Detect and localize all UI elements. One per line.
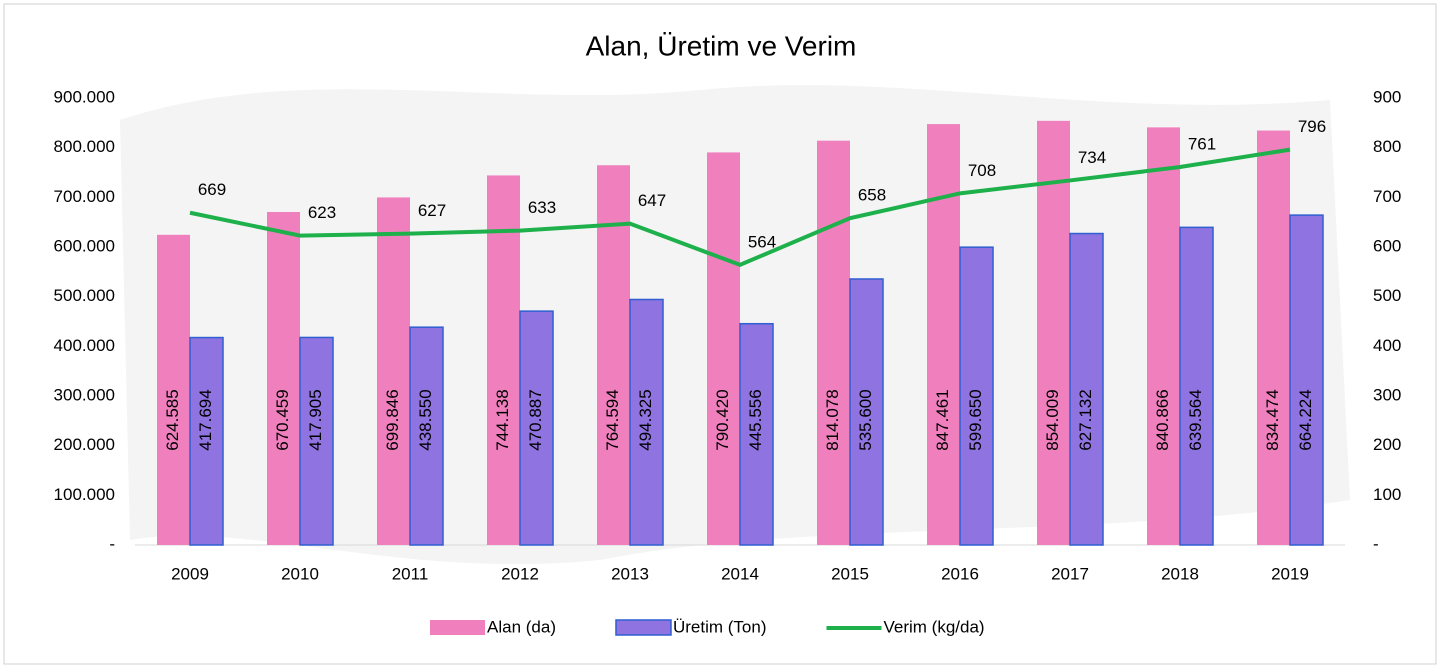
data-label: 599.650: [966, 389, 985, 450]
bar: [1289, 214, 1324, 546]
data-label: 658: [858, 186, 886, 205]
data-label: 564: [748, 232, 776, 251]
legend-label: Alan (da): [487, 617, 556, 636]
data-label: 417.694: [196, 389, 215, 450]
bar: [267, 212, 300, 545]
bar: [519, 310, 554, 546]
data-label: 627: [418, 201, 446, 220]
bar: [817, 140, 850, 545]
data-label: 734: [1078, 148, 1106, 167]
tick-label: 400.000: [54, 336, 115, 355]
data-label: 708: [968, 161, 996, 180]
x-tick-label: 2017: [1051, 564, 1089, 583]
data-label: 814.078: [823, 389, 842, 450]
data-label: 639.564: [1186, 389, 1205, 450]
bar: [487, 175, 520, 546]
tick-label: 700.000: [54, 187, 115, 206]
bar: [629, 298, 664, 546]
x-tick-label: 2013: [611, 564, 649, 583]
data-label: 840.866: [1153, 389, 1172, 450]
data-label: 699.846: [383, 389, 402, 450]
chart-title: Alan, Üretim ve Verim: [586, 30, 857, 61]
legend-swatch: [615, 619, 672, 636]
tick-label: 500: [1373, 286, 1401, 305]
data-label: 647: [638, 191, 666, 210]
tick-label: 800.000: [54, 137, 115, 156]
tick-label: -: [1373, 534, 1379, 553]
data-label: 834.474: [1263, 389, 1282, 450]
data-label: 790.420: [713, 389, 732, 450]
bar: [409, 326, 444, 546]
data-label: 764.594: [603, 389, 622, 450]
bar: [739, 322, 774, 546]
data-label: 535.600: [856, 389, 875, 450]
data-label: 470.887: [526, 389, 545, 450]
tick-label: 200: [1373, 435, 1401, 454]
data-label: 664.224: [1296, 389, 1315, 450]
legend-label: Verim (kg/da): [884, 617, 985, 636]
tick-label: 700: [1373, 187, 1401, 206]
tick-label: 600.000: [54, 236, 115, 255]
bar: [597, 165, 630, 545]
bar: [377, 197, 410, 545]
data-label: 796: [1298, 117, 1326, 136]
x-tick-label: 2010: [281, 564, 319, 583]
bar: [1069, 232, 1104, 546]
data-label: 854.009: [1043, 389, 1062, 450]
data-label: 623: [308, 203, 336, 222]
data-label: 669: [198, 180, 226, 199]
data-label: 670.459: [273, 389, 292, 450]
data-label: 438.550: [416, 389, 435, 450]
tick-label: 900.000: [54, 87, 115, 106]
x-tick-label: 2015: [831, 564, 869, 583]
bar: [1147, 127, 1180, 546]
x-tick-label: 2011: [392, 564, 429, 583]
tick-label: 900: [1373, 87, 1401, 106]
tick-label: 300: [1373, 385, 1401, 404]
data-label: 627.132: [1076, 389, 1095, 450]
legend-label: Üretim (Ton): [673, 617, 767, 636]
bar: [1179, 226, 1214, 546]
tick-label: 100: [1373, 485, 1401, 504]
tick-label: 600: [1373, 236, 1401, 255]
data-label: 445.556: [746, 389, 765, 450]
bar: [189, 336, 224, 546]
tick-label: 800: [1373, 137, 1401, 156]
bar: [959, 246, 994, 546]
data-label: 494.325: [636, 389, 655, 450]
bar: [927, 124, 960, 546]
tick-label: -: [109, 534, 115, 553]
bar: [1257, 130, 1290, 545]
x-tick-label: 2009: [171, 564, 209, 583]
tick-label: 300.000: [54, 385, 115, 404]
x-tick-label: 2019: [1271, 564, 1309, 583]
data-label: 761: [1188, 135, 1216, 154]
tick-label: 400: [1373, 336, 1401, 355]
x-tick-label: 2014: [721, 564, 759, 583]
bar: [1037, 120, 1070, 545]
line: [189, 147, 1291, 268]
legend-swatch: [430, 620, 485, 635]
data-label: 847.461: [933, 389, 952, 450]
x-tick-label: 2018: [1161, 564, 1199, 583]
x-tick-label: 2012: [501, 564, 539, 583]
x-tick-label: 2016: [941, 564, 979, 583]
bar: [849, 278, 884, 546]
bar: [157, 234, 190, 546]
data-label: 633: [528, 198, 556, 217]
tick-label: 200.000: [54, 435, 115, 454]
data-label: 744.138: [493, 389, 512, 450]
bar: [299, 336, 334, 546]
bar: [707, 152, 740, 545]
tick-label: 500.000: [54, 286, 115, 305]
tick-label: 100.000: [54, 485, 115, 504]
data-label: 624.585: [163, 389, 182, 450]
data-label: 417.905: [306, 389, 325, 450]
